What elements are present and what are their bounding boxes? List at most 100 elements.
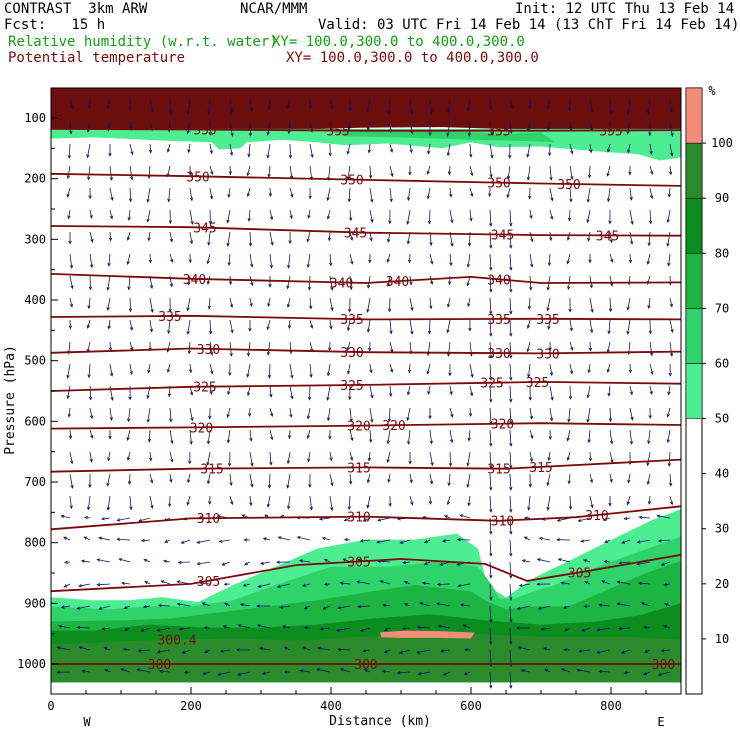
wind-vector xyxy=(229,143,233,156)
wind-vector-head xyxy=(76,625,81,630)
wind-vector xyxy=(467,473,471,488)
wind-vector-head xyxy=(308,105,312,109)
wind-vector-head xyxy=(266,503,271,508)
theta-label-305: 305 xyxy=(347,555,370,570)
wind-vector-head xyxy=(357,604,361,609)
wind-vector-head xyxy=(646,261,650,265)
wind-vector xyxy=(627,495,631,505)
wind-vector-head xyxy=(447,482,451,487)
wind-vector-head xyxy=(183,670,188,674)
model-title: CONTRAST 3km ARW xyxy=(4,1,148,17)
wind-vector-head xyxy=(489,106,493,111)
wind-vector-head xyxy=(430,260,434,265)
wind-vector-head xyxy=(269,393,273,398)
wind-vector-head xyxy=(226,439,231,444)
wind-vector-head xyxy=(307,458,311,463)
wind-vector-head xyxy=(567,217,572,222)
wind-vector-head xyxy=(188,460,192,465)
theta-label-350: 350 xyxy=(557,178,580,193)
wind-vector-head xyxy=(166,149,171,153)
wind-vector xyxy=(267,319,271,330)
wind-vector-head xyxy=(449,439,454,444)
wind-vector-head xyxy=(323,582,328,586)
wind-vector-head xyxy=(546,286,550,291)
wind-vector-head xyxy=(222,625,227,629)
wind-vector-head xyxy=(436,582,441,587)
wind-vector-head xyxy=(644,649,648,653)
wind-vector xyxy=(187,297,191,311)
wind-vector-head xyxy=(416,625,421,630)
wind-vector-head xyxy=(583,604,588,608)
wind-vector-head xyxy=(348,308,352,313)
wind-vector xyxy=(78,583,91,587)
wind-vector-head xyxy=(196,540,201,544)
wind-vector xyxy=(489,605,492,623)
wind-vector xyxy=(407,209,411,225)
theta-label-305: 305 xyxy=(197,575,220,590)
wind-vector xyxy=(260,647,271,651)
wind-vector xyxy=(589,341,591,351)
wind-vector xyxy=(127,451,131,461)
wind-vector xyxy=(269,451,272,465)
wind-vector-head xyxy=(629,196,633,201)
wind-vector-head xyxy=(319,627,324,631)
wind-vector-head xyxy=(570,176,574,181)
wind-vector xyxy=(248,209,251,222)
wind-vector xyxy=(129,473,131,485)
wind-vector xyxy=(667,429,671,443)
wind-vector xyxy=(547,297,551,311)
wind-vector xyxy=(529,253,533,267)
wind-vector xyxy=(187,99,191,114)
wind-vector xyxy=(449,385,452,395)
wind-vector-head xyxy=(570,150,574,155)
colorbar-label: 50 xyxy=(715,412,729,426)
wind-vector-head xyxy=(516,626,520,630)
wind-vector-head xyxy=(180,540,185,544)
wind-vector-head xyxy=(87,374,91,379)
wind-vector xyxy=(107,473,111,486)
wind-vector-head xyxy=(207,305,211,310)
wind-vector xyxy=(229,165,231,175)
y-tick-label: 500 xyxy=(24,354,46,368)
wind-vector xyxy=(380,580,391,585)
wind-vector-head xyxy=(186,110,190,115)
wind-vector-head xyxy=(403,581,408,585)
wind-vector-head xyxy=(78,584,83,588)
wind-vector xyxy=(69,253,73,269)
wind-vector-head xyxy=(187,149,191,154)
wind-vector xyxy=(327,363,331,376)
wind-vector-head xyxy=(206,480,211,485)
wind-vector-head xyxy=(469,154,473,158)
wind-vector-head xyxy=(262,671,266,675)
theta-label-320: 320 xyxy=(347,420,370,435)
wind-vector-head xyxy=(406,220,410,225)
wind-vector xyxy=(297,536,311,541)
wind-vector-head xyxy=(667,391,671,396)
wind-vector-head xyxy=(169,238,174,243)
wind-vector xyxy=(608,385,611,396)
theta-label-340: 340 xyxy=(330,276,353,291)
wind-vector-head xyxy=(301,583,306,587)
wind-vector-head xyxy=(108,435,112,440)
wind-vector xyxy=(269,473,271,488)
wind-vector xyxy=(509,473,512,491)
wind-vector-head xyxy=(630,240,634,245)
wind-vector-head xyxy=(468,327,472,332)
wind-vector-head xyxy=(626,330,630,335)
wind-vector xyxy=(161,580,171,585)
wind-vector xyxy=(329,99,333,109)
wind-vector-head xyxy=(109,372,114,377)
wind-vector xyxy=(69,451,73,464)
wind-vector-head xyxy=(636,540,641,544)
wind-vector xyxy=(87,341,91,352)
wind-vector xyxy=(79,646,91,651)
wind-vector-head xyxy=(660,649,665,653)
wind-vector-head xyxy=(526,348,530,353)
wind-vector xyxy=(387,253,391,263)
wind-vector xyxy=(322,537,331,541)
wind-vector xyxy=(509,407,512,425)
wind-vector-head xyxy=(447,171,452,176)
wind-vector xyxy=(489,297,492,315)
wind-vector-head xyxy=(370,394,374,399)
wind-vector-head xyxy=(657,539,662,543)
